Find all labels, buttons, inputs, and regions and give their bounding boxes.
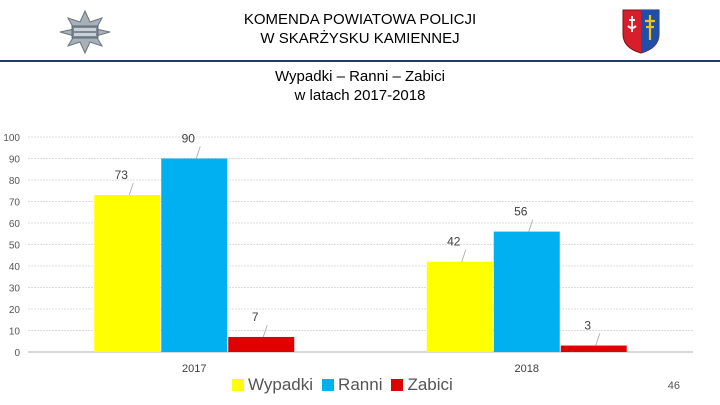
data-label-leader [595, 333, 601, 346]
data-label-leader [195, 146, 201, 159]
y-tick-label: 80 [9, 176, 21, 187]
chart-title-line1: Wypadki – Ranni – Zabici [275, 68, 445, 85]
data-label-ranni-2018: 56 [514, 205, 528, 219]
bar-zabici-2017 [228, 336, 295, 352]
header-title-line2: W SKARŻYSKU KAMIENNEJ [260, 30, 460, 47]
chart-bars [94, 158, 627, 352]
y-tick-label: 60 [9, 219, 21, 230]
page-number: 46 [667, 380, 680, 392]
y-axis-labels: 0 10 20 30 40 50 60 70 80 90 100 [3, 133, 20, 359]
data-label-leader [461, 249, 467, 262]
bar-ranni-2017 [161, 158, 228, 352]
y-tick-label: 100 [3, 133, 20, 144]
y-tick-label: 20 [9, 305, 21, 316]
y-tick-label: 10 [9, 327, 21, 338]
legend-label-zabici: Zabici [407, 375, 453, 394]
coat-of-arms-icon [622, 9, 660, 54]
bar-wypadki-2017 [94, 195, 161, 352]
data-label-wypadki-2018: 42 [447, 235, 461, 249]
police-star-logo [59, 10, 111, 54]
slide-header: KOMENDA POWIATOWA POLICJI W SKARŻYSKU KA… [0, 0, 720, 62]
legend-swatch-wypadki [232, 379, 244, 391]
legend-item-zabici: Zabici [391, 375, 453, 395]
data-label-wypadki-2017: 73 [115, 168, 129, 182]
data-label-leader [128, 182, 134, 196]
x-axis-labels: 2017 2018 [182, 363, 539, 375]
bar-zabici-2018 [560, 345, 627, 352]
x-tick-label-2017: 2017 [182, 363, 206, 375]
x-tick-label-2018: 2018 [515, 363, 539, 375]
y-tick-label: 90 [9, 155, 21, 166]
legend-label-wypadki: Wypadki [248, 375, 314, 394]
legend-swatch-ranni [322, 379, 335, 391]
legend-item-wypadki: Wypadki [232, 375, 313, 395]
chart-legend: Wypadki Ranni Zabici [232, 374, 462, 396]
y-tick-label: 40 [9, 262, 21, 273]
bar-wypadki-2018 [426, 261, 493, 352]
y-tick-label: 50 [9, 241, 21, 252]
chart-title-line2: w latach 2017-2018 [294, 87, 426, 104]
data-label-leader [528, 219, 534, 232]
data-label-ranni-2017: 90 [182, 132, 196, 146]
data-label-zabici-2018: 3 [584, 319, 591, 333]
header-divider [0, 60, 720, 62]
data-label-leader [262, 324, 268, 338]
y-tick-label: 30 [9, 284, 21, 295]
legend-label-ranni: Ranni [338, 375, 383, 394]
data-label-zabici-2017: 7 [252, 310, 259, 324]
legend-swatch-zabici [391, 379, 404, 391]
y-tick-label: 0 [14, 348, 20, 359]
y-tick-label: 70 [9, 198, 21, 209]
legend-item-ranni: Ranni [322, 375, 382, 395]
bar-ranni-2018 [493, 231, 560, 352]
data-labels: 73 90 7 42 56 3 [115, 132, 601, 346]
header-title-line1: KOMENDA POWIATOWA POLICJI [243, 11, 477, 28]
